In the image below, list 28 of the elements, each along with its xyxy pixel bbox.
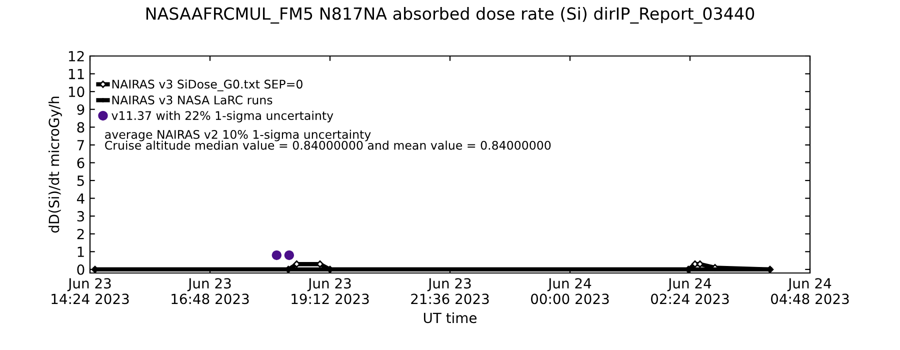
y-tick-label: 0 xyxy=(77,264,84,275)
x-axis-title: UT time xyxy=(424,312,476,324)
y-tick-label: 7 xyxy=(77,140,84,150)
y-tick-label: 12 xyxy=(68,50,84,62)
x-tick-label: Jun 24 00:00 2023 xyxy=(531,278,609,304)
chart-title: NASAAFRCMUL_FM5 N817NA absorbed dose rate (Si) dirIP_Report_03440 xyxy=(146,7,754,24)
y-tick-label: 10 xyxy=(68,86,84,98)
y-tick-label: 9 xyxy=(77,104,84,115)
legend-label: v11.37 with 22% 1-sigma uncertainty xyxy=(112,110,334,122)
y-tick-label: 5 xyxy=(77,176,84,186)
y-tick-label: 2 xyxy=(77,228,84,240)
x-tick-label: Jun 23 16:48 2023 xyxy=(172,278,249,304)
y-tick-label: 8 xyxy=(77,122,84,133)
x-tick-label: Jun 23 19:12 2023 xyxy=(292,278,369,304)
legend-label: NAIRAS v3 NASA LaRC runs xyxy=(112,96,272,104)
y-tick-label: 11 xyxy=(68,68,84,80)
y-tick-label: 6 xyxy=(77,158,84,168)
y-axis-title: dD(Si)/dt microGy/h xyxy=(48,96,62,233)
x-tick-label: Jun 23 21:36 2023 xyxy=(411,278,489,304)
annotation: average NAIRAS v2 10% 1-sigma uncertainty xyxy=(105,130,371,142)
y-tick-label: 4 xyxy=(76,193,84,204)
y-tick-label: 3 xyxy=(77,211,84,222)
x-tick-label: Jun 23 14:24 2023 xyxy=(52,278,129,304)
y-tick-label: 1 xyxy=(78,246,84,257)
legend-label: NAIRAS v3 SiDose_G0.txt SEP=0 xyxy=(112,79,302,92)
x-tick-label: Jun 24 02:24 2023 xyxy=(651,278,729,304)
annotation: Cruise altitude median value = 0.84000000 and mean value = 0.84000000 xyxy=(105,140,551,150)
x-tick-label: Jun 24 04:48 2023 xyxy=(771,278,849,304)
